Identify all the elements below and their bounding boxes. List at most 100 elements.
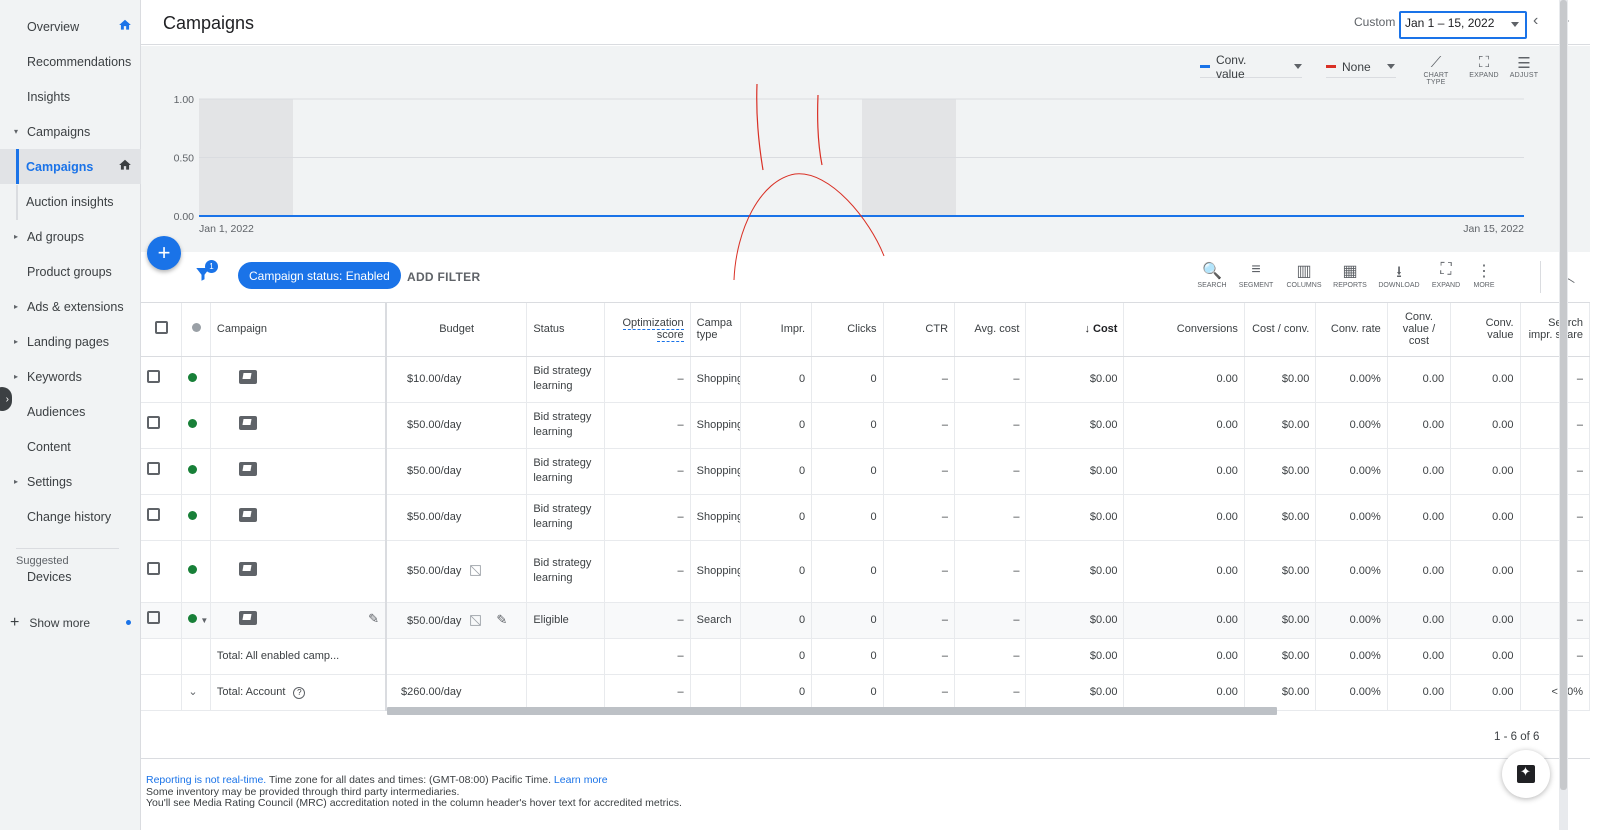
show-more-button[interactable]: + Show more [10,614,131,632]
row-checkbox[interactable] [147,508,160,521]
sidebar-item-overview[interactable]: Overview [0,9,141,44]
sidebar-item-landing-pages[interactable]: ▸ Landing pages [0,324,141,359]
assistant-button[interactable] [1502,750,1550,798]
table-row[interactable]: $50.00/day Bid strategy learning – Shopping… [141,402,1590,449]
learn-more-link[interactable]: Learn more [553,774,608,786]
vertical-scrollbar[interactable] [1559,0,1568,830]
caret-right-icon[interactable]: ▸ [14,477,19,486]
campaign-name-cell[interactable]: ✎ [210,602,387,639]
col-conv-value-per-cost[interactable]: Conv. value / cost [1387,303,1452,357]
col-conv-rate[interactable]: Conv. rate [1315,303,1388,357]
sidebar-item-product-groups[interactable]: Product groups [0,254,141,289]
budget-cell[interactable]: $50.00/day [385,448,528,495]
status-dot-icon[interactable] [191,323,201,333]
sidebar-item-audiences[interactable]: Audiences [0,394,141,429]
budget-cell[interactable]: $50.00/day [385,540,528,603]
previous-period-button[interactable]: ‹ [1533,12,1538,30]
table-row[interactable]: $50.00/day Bid strategy learning – Shopping… [141,540,1590,603]
col-cost[interactable]: ↓ Cost [1025,303,1125,357]
sidebar-item-keywords[interactable]: ▸ Keywords [0,359,141,394]
col-cost-per-conv[interactable]: Cost / conv. [1244,303,1317,357]
row-checkbox[interactable] [147,370,160,383]
caret-right-icon[interactable]: ▸ [14,232,19,241]
more-tool-button[interactable]: ⋮ MORE [1460,261,1508,289]
col-campaign-type[interactable]: Campa type [690,303,741,357]
col-campaign[interactable]: Campaign [210,303,387,357]
sidebar-item-recommendations[interactable]: Recommendations [0,44,141,79]
expand-chart-button[interactable]: ⛶ EXPAND [1464,54,1504,79]
budget-cell[interactable]: $50.00/day [385,494,528,541]
reporting-link[interactable]: Reporting is not real-time. [146,774,267,786]
caret-right-icon[interactable]: ▸ [14,337,19,346]
col-ctr[interactable]: CTR [883,303,956,357]
enabled-status-dot[interactable] [188,613,198,623]
table-row[interactable]: $50.00/day Bid strategy learning – Shopping… [141,494,1590,541]
enabled-status-dot[interactable] [188,510,198,520]
col-search-impr-share[interactable]: Search impr. share [1520,303,1590,357]
row-checkbox[interactable] [147,611,160,624]
search-tool-button[interactable]: 🔍 SEARCH [1188,261,1236,289]
table-row[interactable]: $10.00/day Bid strategy learning – Shopping… [141,356,1590,403]
budget-cell[interactable]: $50.00/day ✎ [385,602,528,639]
budget-cell[interactable]: $50.00/day [385,402,528,449]
enabled-status-dot[interactable] [188,464,198,474]
campaign-name-cell[interactable] [210,402,387,449]
sidebar-item-change-history[interactable]: Change history [0,499,141,534]
download-tool-button[interactable]: ⭳ DOWNLOAD [1375,261,1423,289]
horizontal-scrollbar[interactable] [387,707,1277,715]
scrollbar-thumb[interactable] [1560,0,1567,790]
sidebar-item-insights[interactable]: Insights [0,79,141,114]
col-avg-cost[interactable]: Avg. cost [954,303,1027,357]
enabled-status-dot[interactable] [188,372,198,382]
campaign-name-cell[interactable] [210,448,387,495]
campaign-name-cell[interactable] [210,494,387,541]
row-checkbox[interactable] [147,462,160,475]
expand-chevron-icon[interactable]: ⌄ [188,685,198,698]
adjust-chart-button[interactable]: ☰ ADJUST [1504,54,1544,79]
col-impr[interactable]: Impr. [740,303,813,357]
caret-right-icon[interactable]: ▸ [14,372,19,381]
edit-pencil-icon[interactable]: ✎ [368,610,379,626]
col-clicks[interactable]: Clicks [811,303,884,357]
sidebar-item-settings[interactable]: ▸ Settings [0,464,141,499]
segment-tool-button[interactable]: ≡ SEGMENT [1232,261,1280,289]
sidebar-item-auction-insights[interactable]: Auction insights [0,184,141,219]
enabled-status-dot[interactable] [188,564,198,574]
filter-chip-campaign-status[interactable]: Campaign status: Enabled [238,262,401,289]
col-budget[interactable]: Budget [385,303,528,357]
add-filter-button[interactable]: ADD FILTER [407,270,481,284]
sidebar-item-campaigns[interactable]: ▾ Campaigns [0,114,141,149]
row-checkbox[interactable] [147,562,160,575]
budget-cell[interactable]: $10.00/day [385,356,528,403]
help-icon[interactable]: ? [293,686,306,699]
sidebar-item-content[interactable]: Content [0,429,141,464]
expand-tool-button[interactable]: ⛶ EXPAND [1422,261,1470,289]
campaign-name-cell[interactable] [210,356,387,403]
caret-down-icon[interactable]: ▼ [200,615,209,625]
col-optimization-score[interactable]: Optimization score [604,303,691,357]
enabled-status-dot[interactable] [188,418,198,428]
sidebar-item-ad-groups[interactable]: ▸ Ad groups [0,219,141,254]
row-checkbox[interactable] [147,416,160,429]
col-status[interactable]: Status [526,303,605,357]
caret-right-icon[interactable]: ▸ [14,302,19,311]
col-conversions[interactable]: Conversions [1123,303,1245,357]
columns-tool-button[interactable]: ▥ COLUMNS [1280,261,1328,289]
date-range-select[interactable]: Jan 1 – 15, 2022 [1399,11,1527,39]
edit-pencil-icon[interactable]: ✎ [496,611,508,627]
select-all-checkbox[interactable] [154,321,168,335]
chart-type-button[interactable]: ⟋ CHART TYPE [1416,54,1456,86]
reports-tool-button[interactable]: ▦ REPORTS [1326,261,1374,289]
metric-selector-secondary[interactable]: None [1326,56,1396,78]
col-conv-value[interactable]: Conv. value [1450,303,1521,357]
table-row[interactable]: $50.00/day Bid strategy learning – Shopping… [141,448,1590,495]
collapse-sidebar-button[interactable]: › [0,387,12,411]
sidebar-item-campaigns[interactable]: Campaigns [0,149,141,184]
sidebar-item-ads-extensions[interactable]: ▸ Ads & extensions [0,289,141,324]
caret-down-icon[interactable]: ▾ [14,127,19,136]
table-row[interactable]: ▼ ✎ $50.00/day ✎ Eligible – Search 0 0– – $0.00 0.0… [141,602,1590,639]
campaign-name-cell[interactable] [210,540,387,603]
sidebar-item-devices[interactable]: Devices [0,559,141,594]
new-campaign-button[interactable]: + [147,236,181,270]
metric-selector-primary[interactable]: Conv. value [1200,53,1302,81]
